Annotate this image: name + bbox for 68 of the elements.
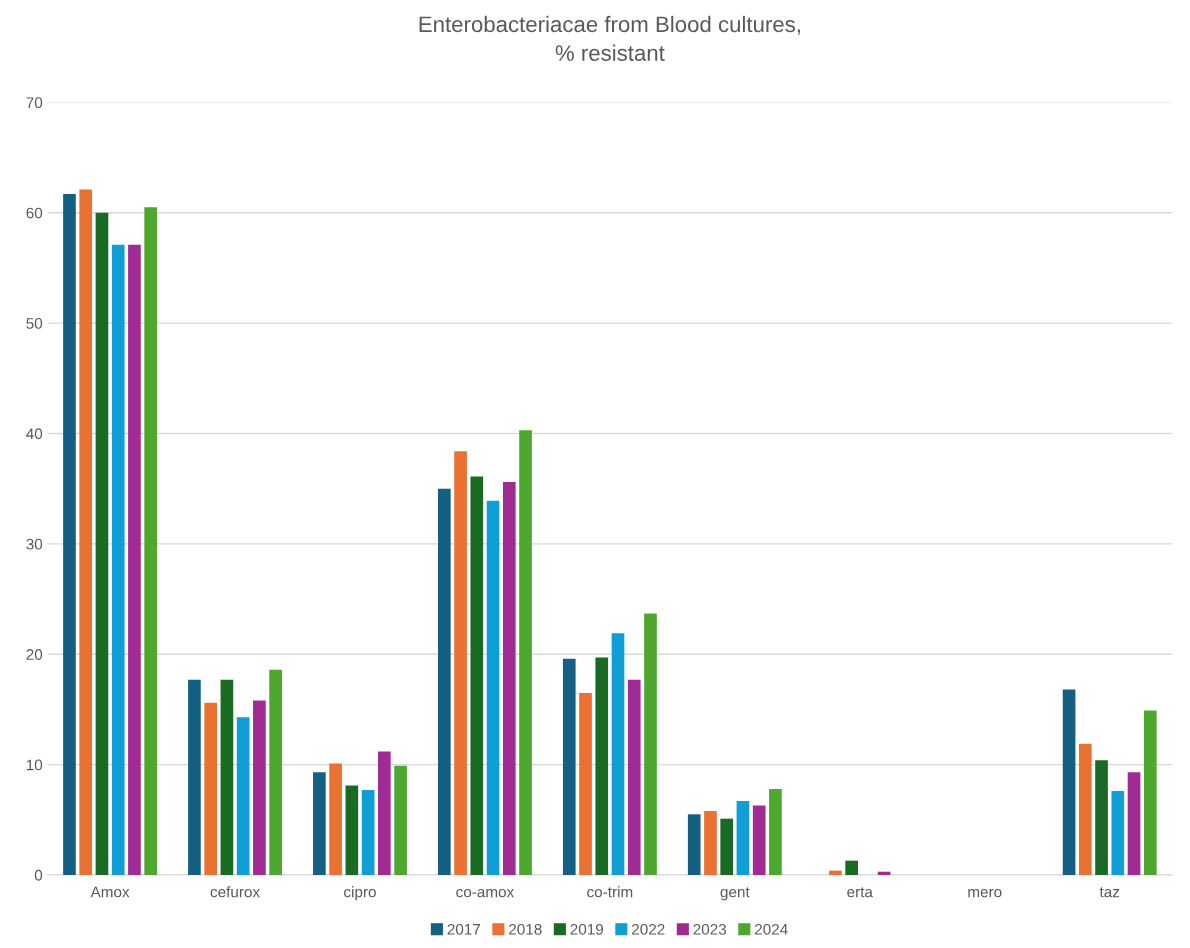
bar xyxy=(313,772,326,875)
bar xyxy=(269,669,282,875)
y-tick-label: 70 xyxy=(26,97,43,109)
bar xyxy=(687,814,701,875)
y-tick-label: 50 xyxy=(26,318,43,329)
bar xyxy=(704,810,717,875)
legend-label: 2022 xyxy=(632,923,665,935)
bar xyxy=(1062,689,1076,875)
chart-title: Enterobacteriacae from Blood cultures, % resistant xyxy=(419,15,800,61)
y-tick-label: 30 xyxy=(26,538,43,550)
bar xyxy=(502,482,516,875)
bar xyxy=(736,801,750,875)
bar xyxy=(486,500,500,875)
bar xyxy=(111,244,125,875)
bar xyxy=(79,189,93,875)
x-tick-label: co-amox xyxy=(456,888,515,898)
bar xyxy=(236,717,250,875)
x-tick-label: Amox xyxy=(90,886,130,898)
bar xyxy=(144,207,158,875)
bar xyxy=(720,818,734,875)
y-tick-label: 10 xyxy=(26,759,43,771)
bar xyxy=(1111,791,1125,875)
legend-label: 2017 xyxy=(447,923,481,935)
bar xyxy=(63,193,76,875)
bar xyxy=(519,430,532,875)
x-tick-label: cefurox xyxy=(210,886,260,898)
bar xyxy=(345,785,359,875)
x-tick-label: co-trim xyxy=(587,886,633,898)
bar xyxy=(845,860,858,875)
bar xyxy=(220,679,234,875)
bar xyxy=(769,788,782,875)
bar xyxy=(627,679,641,875)
y-tick-label: 40 xyxy=(26,428,43,440)
x-tick-label: mero xyxy=(968,888,1002,898)
bar xyxy=(437,488,451,875)
bar xyxy=(95,212,109,875)
legend-label: 2019 xyxy=(570,923,604,935)
bar xyxy=(562,658,576,875)
y-tick-label: 0 xyxy=(34,869,43,881)
bar xyxy=(579,692,592,875)
legend-label: 2018 xyxy=(509,923,542,935)
x-tick-label: taz xyxy=(1099,887,1120,898)
bar xyxy=(829,870,842,875)
bar xyxy=(188,679,201,875)
y-tick-label: 20 xyxy=(26,649,43,660)
bar xyxy=(329,763,342,875)
bar xyxy=(1143,710,1157,875)
bar xyxy=(1127,772,1141,875)
x-tick-label: erta xyxy=(847,887,873,898)
bar xyxy=(752,805,766,875)
y-tick-label: 60 xyxy=(26,207,43,219)
legend-label: 2024 xyxy=(755,923,788,935)
bar xyxy=(611,633,625,875)
bar xyxy=(454,451,467,875)
bar xyxy=(378,751,391,875)
bar xyxy=(253,700,266,875)
bar xyxy=(595,657,609,875)
x-tick-label: gent xyxy=(720,887,750,901)
legend-label: 2023 xyxy=(693,923,727,935)
bar xyxy=(204,702,217,875)
bar xyxy=(361,790,375,875)
bar xyxy=(394,765,407,875)
bar xyxy=(470,476,484,875)
bar xyxy=(1078,743,1092,875)
bar xyxy=(644,613,657,875)
bar xyxy=(1095,760,1108,875)
bar xyxy=(128,244,141,875)
x-tick-label: cipro xyxy=(344,886,376,901)
